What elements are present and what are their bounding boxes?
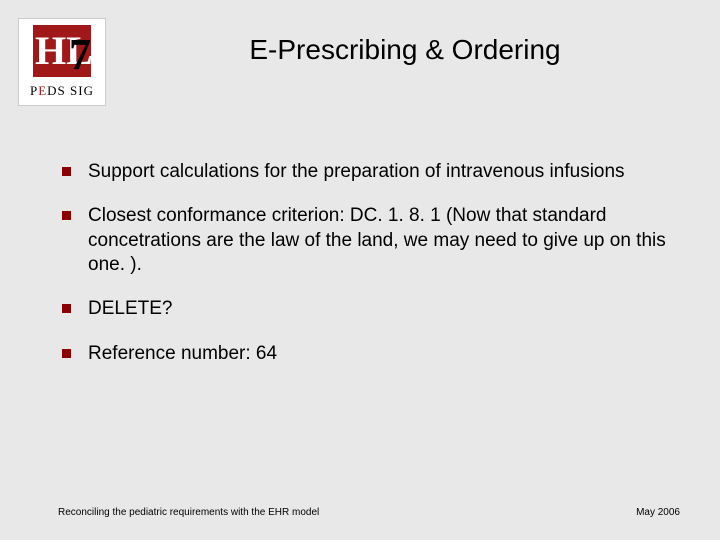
logo-sub-rest: DS SIG [47,83,94,98]
logo-subtitle: PEDS SIG [19,83,105,99]
bullet-item: DELETE? [58,297,672,321]
bullet-list: Support calculations for the preparation… [58,160,672,386]
logo-sub-prefix: P [30,83,38,98]
slide-title: E-Prescribing & Ordering [0,34,720,66]
logo-sub-red: E [38,83,47,98]
footer-right: May 2006 [636,507,680,518]
bullet-item: Reference number: 64 [58,342,672,366]
bullet-item: Support calculations for the preparation… [58,160,672,184]
footer-left: Reconciling the pediatric requirements w… [58,507,319,518]
bullet-item: Closest conformance criterion: DC. 1. 8.… [58,204,672,277]
